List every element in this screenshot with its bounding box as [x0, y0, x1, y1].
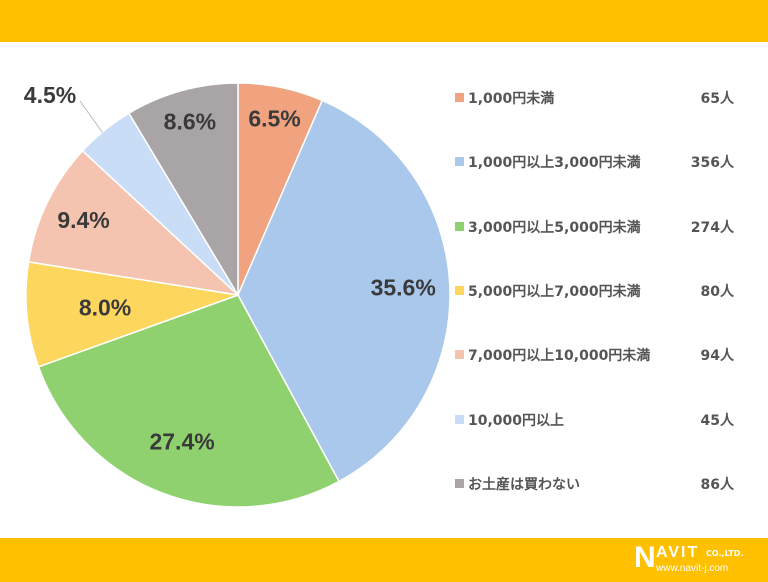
pie-chart: 6.5% 35.6% 27.4% 8.0% 9.4% 4.5% 8.6%	[24, 82, 451, 508]
legend-swatch	[455, 414, 464, 424]
legend-swatch	[455, 478, 464, 488]
legend-swatch	[455, 350, 464, 360]
legend-item: 3,000円以上5,000円未満 274人	[452, 217, 742, 237]
legend-item: 5,000円以上7,000円未満 80人	[452, 281, 742, 301]
legend-count: 356人	[690, 155, 734, 172]
navit-logo: N AVIT CO.,LTD. www.navit-j.com	[634, 541, 744, 574]
legend-swatch	[455, 157, 464, 167]
data-label: 4.5%	[24, 82, 76, 108]
legend-swatch	[455, 93, 464, 102]
pie-slice	[37, 294, 340, 508]
pie-slice	[127, 82, 239, 298]
legend-label: 7,000円以上10,000円未満	[468, 348, 651, 365]
legend-item: 1,000円未満 65人	[452, 88, 742, 108]
data-label: 8.6%	[164, 108, 216, 134]
pie-slice	[27, 149, 241, 297]
pie-slice	[25, 260, 239, 368]
legend-label: 1,000円以上3,000円未満	[468, 155, 641, 172]
legend-swatch	[455, 221, 464, 231]
legend-count: 94人	[700, 348, 734, 365]
legend-count: 65人	[700, 91, 734, 107]
legend-label: 10,000円以上	[468, 412, 565, 429]
pie-slice	[237, 99, 451, 483]
legend-item: お土産は買わない 86人	[452, 474, 742, 494]
data-label: 27.4%	[149, 429, 214, 455]
legend-label: 1,000円未満	[468, 91, 555, 107]
data-label: 6.5%	[248, 106, 300, 132]
legend-item: 10,000円以上 45人	[452, 410, 742, 430]
logo-url: www.navit-j.com	[656, 563, 729, 574]
legend-count: 45人	[700, 412, 734, 429]
bottom-band	[0, 538, 768, 582]
legend-item: 1,000円以上3,000円未満 356人	[452, 152, 742, 172]
legend-label: 3,000円以上5,000円未満	[468, 219, 641, 236]
legend-count: 80人	[700, 283, 734, 300]
top-band	[0, 0, 768, 42]
legend-label: お土産は買わない	[468, 476, 580, 493]
data-label: 8.0%	[79, 295, 131, 321]
legend-count: 274人	[690, 219, 734, 236]
legend-count: 86人	[700, 476, 734, 493]
logo-suffix: CO.,LTD.	[706, 549, 744, 558]
legend-swatch	[455, 285, 464, 295]
legend-label: 5,000円以上7,000円未満	[468, 283, 641, 300]
data-label: 9.4%	[57, 207, 109, 233]
legend-item: 7,000円以上10,000円未満 94人	[452, 345, 742, 365]
data-label: 35.6%	[371, 275, 436, 301]
leader-line	[79, 100, 103, 133]
